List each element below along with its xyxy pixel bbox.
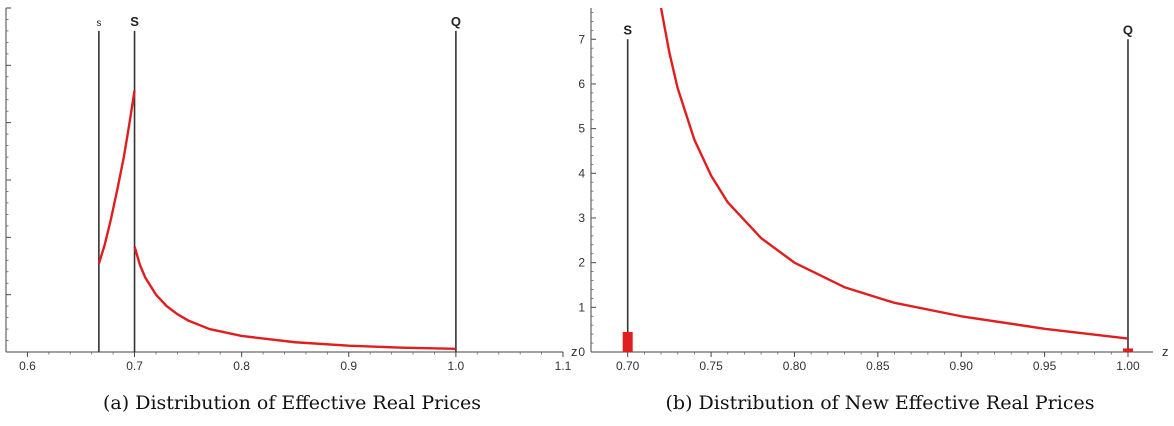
x-axis-label: z [571,344,578,359]
x-tick-label: 0.7 [126,359,143,373]
y-tick-label: 3 [578,211,585,225]
x-axis-label: z [1162,344,1169,359]
series-curve-1 [133,246,456,350]
y-tick-label: 1 [578,300,585,314]
y-tick-label: 0 [578,345,585,359]
x-tick-label: 0.90 [950,359,974,373]
chart-panel-b: 0.70 0.75 0.80 0.85 0.90 0.95 1.00 0 1 2 3 4 5 6 7 z S Q [578,7,1169,373]
y-tick-label: 5 [578,122,585,136]
x-tick-label: 0.9 [340,359,357,373]
x-tick-label: 0.95 [1033,359,1057,373]
x-tick-label: 0.80 [783,359,807,373]
x-tick-label: 0.70 [616,359,640,373]
y-tick-label: 2 [578,256,585,270]
marker-label-S: S [130,14,139,29]
chart-panel-a: 0.60.70.80.91.01.151015202530zsSQ [0,1,578,373]
x-tick-label: 1.1 [555,359,572,373]
marker-label-s: s [96,18,101,29]
mass-bar-1 [1122,348,1133,352]
x-tick-label: 1.0 [448,359,465,373]
y-tick-label: 7 [578,32,585,46]
x-tick-label: 1.00 [1116,359,1140,373]
x-tick-label: 0.85 [866,359,890,373]
mass-bar-0 [622,331,633,352]
marker-label-Q: Q [1123,22,1133,37]
y-tick-label: 6 [578,77,585,91]
caption-a: (a) Distribution of Effective Real Price… [103,392,481,414]
x-tick-label: 0.75 [699,359,723,373]
y-tick-label: 4 [578,166,585,180]
x-tick-label: 0.6 [19,359,36,373]
marker-label-Q: Q [451,14,461,29]
series-curve-0 [97,90,136,265]
x-tick-label: 0.8 [233,359,250,373]
marker-label-S: S [623,22,632,37]
caption-b: (b) Distribution of New Effective Real P… [666,392,1095,414]
series-curve-0 [659,7,1129,340]
